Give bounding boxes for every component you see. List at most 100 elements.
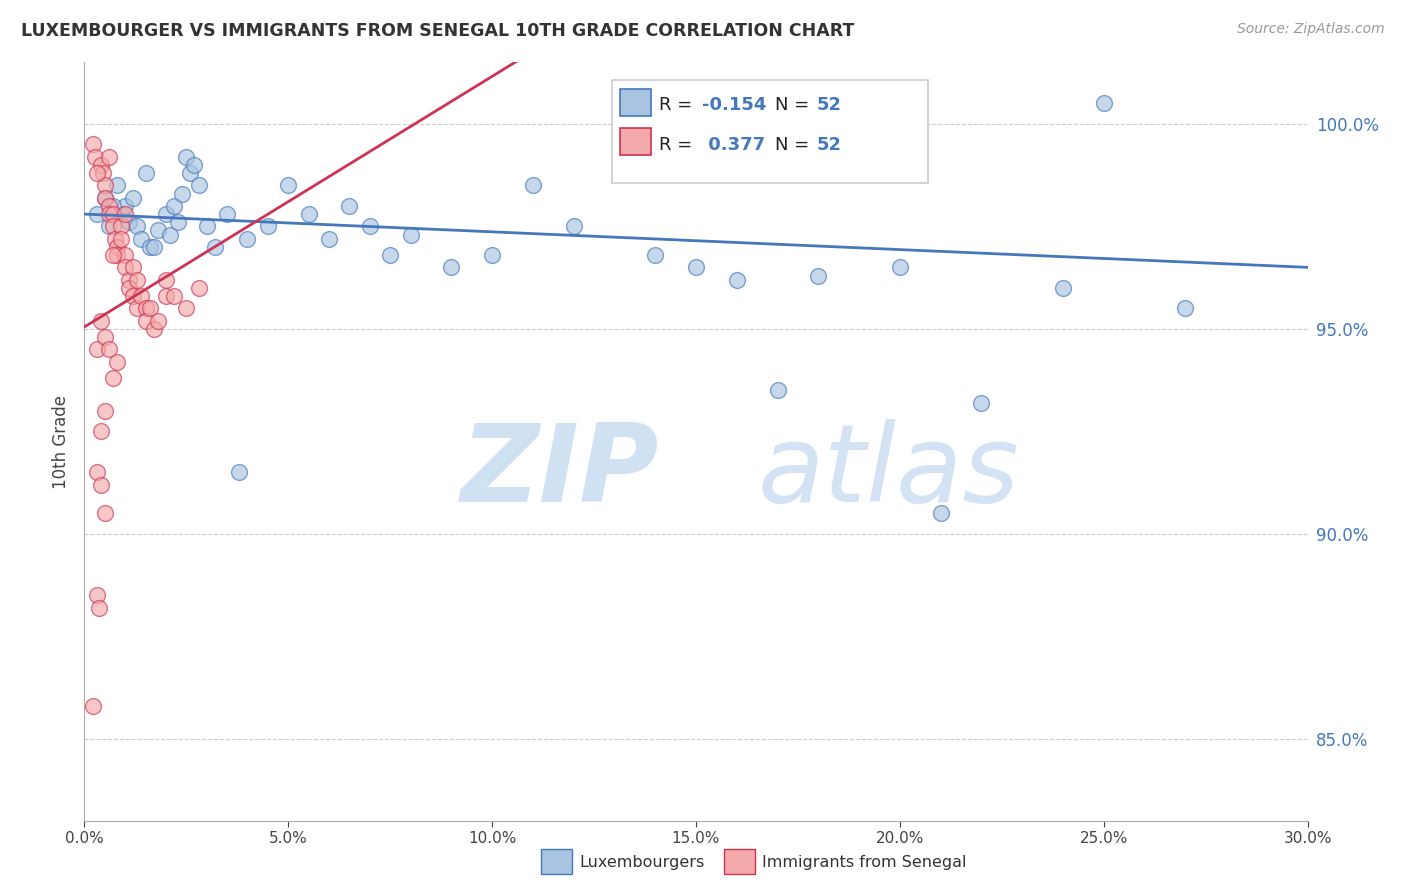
Point <box>359 219 381 234</box>
Point <box>101 371 124 385</box>
Point <box>187 281 209 295</box>
Text: -0.154: -0.154 <box>702 96 766 114</box>
Point <box>86 207 108 221</box>
Point <box>766 384 789 398</box>
Text: ZIP: ZIP <box>461 419 659 524</box>
Point <box>1052 281 1074 295</box>
Point <box>146 313 169 327</box>
Point <box>131 289 153 303</box>
Point <box>644 248 666 262</box>
Point <box>138 240 160 254</box>
Point <box>298 207 321 221</box>
Point <box>236 232 259 246</box>
Point <box>97 219 120 234</box>
Point <box>135 166 157 180</box>
Point <box>163 289 186 303</box>
Point <box>228 465 250 479</box>
Point <box>127 273 149 287</box>
Point <box>90 158 112 172</box>
Point <box>114 260 136 275</box>
Point <box>174 150 197 164</box>
Point <box>110 207 132 221</box>
Point <box>118 281 141 295</box>
Point <box>118 273 141 287</box>
Point <box>105 178 128 193</box>
Point <box>685 260 707 275</box>
Point <box>138 301 160 316</box>
Point <box>179 166 201 180</box>
Point <box>101 219 124 234</box>
Text: N =: N = <box>775 96 814 114</box>
Point <box>440 260 463 275</box>
Text: Source: ZipAtlas.com: Source: ZipAtlas.com <box>1237 22 1385 37</box>
Point <box>97 207 120 221</box>
Point <box>1092 96 1115 111</box>
Point <box>146 223 169 237</box>
Text: 52: 52 <box>817 96 842 114</box>
Text: Immigrants from Senegal: Immigrants from Senegal <box>762 855 966 870</box>
Point <box>339 199 361 213</box>
Text: R =: R = <box>659 96 699 114</box>
Point <box>104 232 127 246</box>
Point <box>127 301 149 316</box>
Point <box>167 215 190 229</box>
Text: 0.377: 0.377 <box>702 136 765 153</box>
Point <box>87 600 110 615</box>
Text: N =: N = <box>775 136 814 153</box>
Point <box>318 232 340 246</box>
Text: 52: 52 <box>817 136 842 153</box>
Text: LUXEMBOURGER VS IMMIGRANTS FROM SENEGAL 10TH GRADE CORRELATION CHART: LUXEMBOURGER VS IMMIGRANTS FROM SENEGAL … <box>21 22 855 40</box>
Point <box>481 248 503 262</box>
Point <box>155 289 177 303</box>
Point <box>101 248 124 262</box>
Point <box>155 207 177 221</box>
Point <box>90 313 112 327</box>
Point <box>163 199 186 213</box>
Point <box>135 301 157 316</box>
Y-axis label: 10th Grade: 10th Grade <box>52 394 70 489</box>
Point <box>82 137 104 152</box>
Point <box>929 506 952 520</box>
Point <box>114 199 136 213</box>
Point <box>86 465 108 479</box>
Point <box>105 354 128 368</box>
Point <box>131 232 153 246</box>
Point <box>172 186 194 201</box>
Point <box>122 191 145 205</box>
Point <box>91 166 114 180</box>
Point <box>114 207 136 221</box>
Point <box>142 240 165 254</box>
Point <box>155 273 177 287</box>
Point <box>522 178 544 193</box>
Point <box>114 248 136 262</box>
Point <box>97 150 120 164</box>
Point <box>889 260 911 275</box>
Point <box>93 191 115 205</box>
Point <box>86 343 108 357</box>
Point <box>135 313 157 327</box>
Point <box>118 215 141 229</box>
Point <box>83 150 105 164</box>
Point <box>122 289 145 303</box>
Point <box>86 166 108 180</box>
Text: Luxembourgers: Luxembourgers <box>579 855 704 870</box>
Point <box>110 232 132 246</box>
Point <box>82 698 104 713</box>
Point <box>187 178 209 193</box>
Point <box>277 178 299 193</box>
Point <box>204 240 226 254</box>
Point <box>122 260 145 275</box>
Point <box>807 268 830 283</box>
Point <box>105 248 128 262</box>
Point <box>159 227 181 242</box>
Point <box>217 207 239 221</box>
Point <box>97 343 120 357</box>
Point <box>183 158 205 172</box>
Point <box>257 219 280 234</box>
Point <box>97 199 120 213</box>
Point <box>127 219 149 234</box>
Point <box>93 506 115 520</box>
Point <box>101 207 124 221</box>
Point <box>110 219 132 234</box>
Point <box>105 240 128 254</box>
